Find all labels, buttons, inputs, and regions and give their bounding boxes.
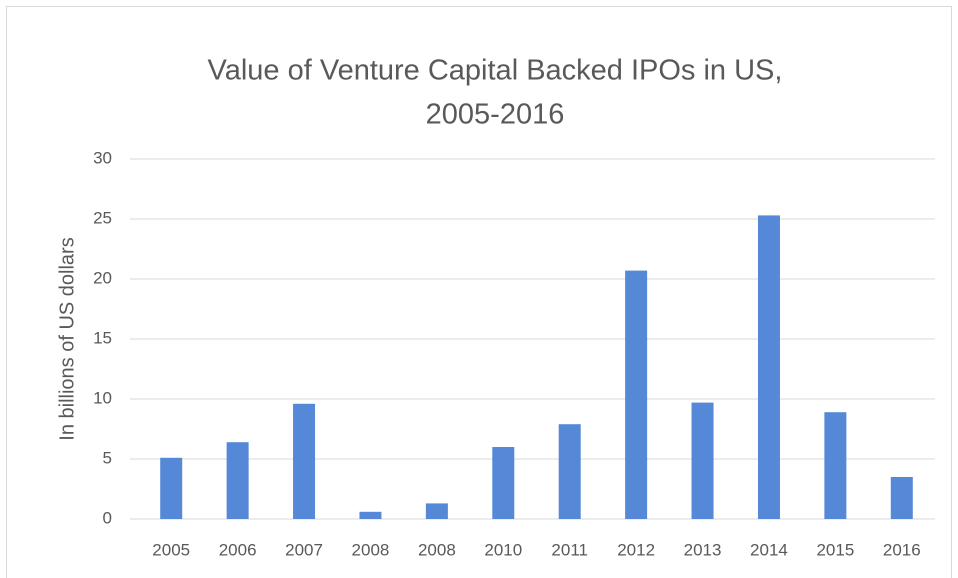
y-axis-title: In billions of US dollars — [56, 237, 78, 440]
x-tick-label: 2014 — [750, 540, 788, 559]
y-tick-label: 30 — [93, 148, 112, 167]
x-tick-label: 2008 — [418, 540, 456, 559]
bar — [492, 447, 515, 519]
y-tick-label: 0 — [103, 508, 112, 527]
bar — [691, 402, 714, 519]
y-tick-label: 25 — [93, 208, 112, 227]
x-tick-label: 2008 — [352, 540, 390, 559]
bar — [757, 215, 780, 519]
bar — [625, 270, 648, 519]
x-tick-label: 2011 — [551, 540, 588, 559]
bar — [359, 511, 382, 519]
bar — [558, 424, 581, 519]
chart-title: 2005-2016 — [426, 99, 565, 131]
x-tick-label: 2005 — [152, 540, 190, 559]
chart-title: Value of Venture Capital Backed IPOs in … — [208, 55, 783, 87]
x-tick-label: 2016 — [883, 540, 921, 559]
bar — [160, 457, 183, 519]
bar — [226, 442, 249, 519]
x-tick-label: 2010 — [484, 540, 522, 559]
bar — [293, 403, 316, 519]
x-tick-label: 2015 — [816, 540, 854, 559]
x-tick-label: 2012 — [617, 540, 655, 559]
x-tick-label: 2006 — [219, 540, 257, 559]
bar — [425, 503, 448, 519]
x-tick-label: 2013 — [684, 540, 722, 559]
y-tick-label: 5 — [103, 448, 112, 467]
x-tick-label: 2007 — [285, 540, 323, 559]
y-tick-label: 10 — [93, 388, 112, 407]
chart-frame — [6, 6, 952, 578]
y-tick-label: 20 — [93, 268, 112, 287]
bar — [890, 477, 913, 519]
bar — [824, 412, 847, 519]
y-tick-label: 15 — [93, 328, 112, 347]
